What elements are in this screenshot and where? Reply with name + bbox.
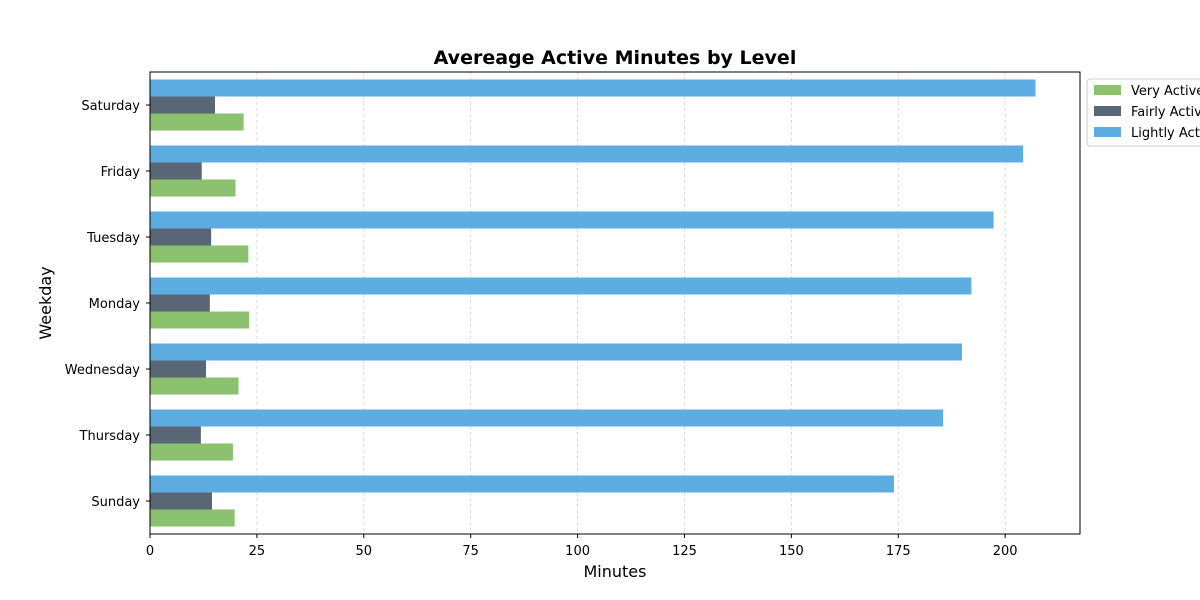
legend-label: Very Active <box>1131 84 1200 99</box>
x-tick-label: 125 <box>672 544 697 559</box>
y-tick-label: Wednesday <box>65 363 141 378</box>
y-tick-label: Sunday <box>91 495 140 510</box>
y-tick-label: Thursday <box>79 429 141 444</box>
y-tick-label: Monday <box>89 297 141 312</box>
bar-very-active-monday <box>150 311 250 329</box>
bar-fairly-active-monday <box>150 294 210 312</box>
bar-fairly-active-saturday <box>150 96 215 114</box>
bar-fairly-active-friday <box>150 162 202 180</box>
legend-label: Lightly Active <box>1131 126 1200 141</box>
bar-lightly-active-thursday <box>150 409 944 427</box>
bar-lightly-active-monday <box>150 277 972 295</box>
legend-swatch <box>1094 127 1121 137</box>
legend: Very Active Fairly Active Lightly Active <box>1086 78 1200 147</box>
x-tick-label: 0 <box>146 544 154 559</box>
bar-lightly-active-tuesday <box>150 211 994 229</box>
y-tick-label: Tuesday <box>86 231 140 246</box>
bar-fairly-active-tuesday <box>150 228 212 246</box>
x-tick-label: 175 <box>886 544 911 559</box>
bar-very-active-tuesday <box>150 245 249 263</box>
chart-title: Avereage Active Minutes by Level <box>434 47 797 69</box>
bar-lightly-active-sunday <box>150 475 894 493</box>
x-axis-label: Minutes <box>584 562 647 581</box>
bar-fairly-active-wednesday <box>150 360 207 378</box>
bar-lightly-active-saturday <box>150 79 1036 97</box>
grid <box>256 72 1006 534</box>
y-tick-label: Saturday <box>81 99 140 114</box>
y-tick-label: Friday <box>101 165 141 180</box>
legend-swatch <box>1094 85 1121 95</box>
x-tick-label: 150 <box>779 544 804 559</box>
y-axis: Sunday Thursday Wednesday Monday Tuesday Frid… <box>65 99 150 510</box>
bar-very-active-wednesday <box>150 377 239 395</box>
bar-lightly-active-friday <box>150 145 1024 163</box>
x-tick-label: 75 <box>462 544 479 559</box>
bar-fairly-active-thursday <box>150 426 201 444</box>
x-tick-label: 100 <box>565 544 590 559</box>
y-axis-label: Weekday <box>36 266 55 339</box>
plot-frame <box>149 71 1081 535</box>
bar-very-active-friday <box>150 179 236 197</box>
bars <box>150 79 1036 527</box>
x-axis: 0 25 50 75 100 125 150 175 200 <box>146 534 1018 559</box>
bar-lightly-active-wednesday <box>150 343 962 361</box>
x-tick-label: 200 <box>993 544 1018 559</box>
bar-very-active-saturday <box>150 113 244 131</box>
bar-very-active-sunday <box>150 509 235 527</box>
x-tick-label: 50 <box>356 544 373 559</box>
bar-very-active-thursday <box>150 443 233 461</box>
legend-swatch <box>1094 106 1121 116</box>
legend-label: Fairly Active <box>1131 105 1200 120</box>
x-tick-label: 25 <box>249 544 266 559</box>
bar-fairly-active-sunday <box>150 492 212 510</box>
